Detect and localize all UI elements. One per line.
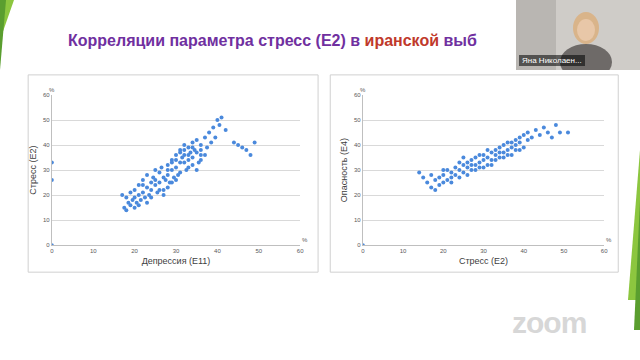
svg-text:60: 60 [43, 92, 50, 98]
svg-text:Депрессия (E11): Депрессия (E11) [142, 256, 211, 266]
svg-text:30: 30 [173, 248, 180, 254]
svg-text:%: % [360, 87, 366, 93]
svg-text:50: 50 [43, 117, 50, 123]
svg-text:Стресс (E2): Стресс (E2) [459, 256, 508, 266]
svg-text:30: 30 [480, 248, 487, 254]
html-text:zoom: zoom [512, 306, 587, 339]
svg-text:Опасность (E4): Опасность (E4) [339, 138, 349, 202]
html-text:Корреляции параметра стресс (E: Корреляции параметра стресс (E2) в иранс… [68, 32, 477, 49]
svg-text:10: 10 [400, 248, 407, 254]
svg-text:20: 20 [131, 248, 138, 254]
svg-text:%: % [606, 237, 612, 243]
svg-text:60: 60 [297, 248, 304, 254]
svg-text:10: 10 [43, 217, 50, 223]
svg-text:50: 50 [561, 248, 568, 254]
svg-text:20: 20 [354, 192, 361, 198]
svg-text:%: % [302, 237, 308, 243]
svg-text:40: 40 [354, 142, 361, 148]
html-text:Яна Николаен...: Яна Николаен... [522, 56, 582, 65]
svg-text:60: 60 [601, 248, 608, 254]
svg-text:20: 20 [43, 192, 50, 198]
svg-text:40: 40 [43, 142, 50, 148]
svg-text:50: 50 [255, 248, 262, 254]
svg-text:30: 30 [354, 167, 361, 173]
svg-text:0: 0 [46, 242, 50, 248]
svg-text:%: % [49, 87, 55, 93]
svg-text:40: 40 [520, 248, 527, 254]
svg-text:20: 20 [440, 248, 447, 254]
svg-text:0: 0 [357, 242, 361, 248]
svg-text:30: 30 [43, 167, 50, 173]
svg-text:10: 10 [90, 248, 97, 254]
svg-text:0: 0 [361, 248, 365, 254]
svg-text:60: 60 [354, 92, 361, 98]
svg-text:Стресс (E2): Стресс (E2) [28, 146, 38, 195]
svg-text:10: 10 [354, 217, 361, 223]
svg-text:0: 0 [50, 248, 54, 254]
svg-text:50: 50 [354, 117, 361, 123]
svg-text:40: 40 [214, 248, 221, 254]
